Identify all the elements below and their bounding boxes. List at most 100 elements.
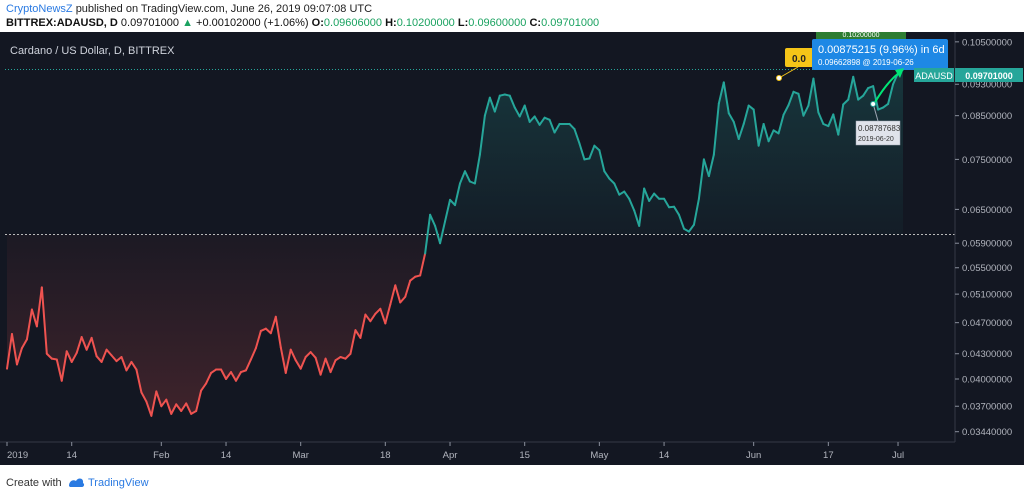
price-segment — [364, 313, 372, 323]
x-tick-label: Jul — [892, 450, 904, 461]
price-segment — [264, 327, 272, 335]
price-segment — [678, 213, 685, 230]
price-segment — [483, 96, 491, 117]
price-segment — [712, 102, 720, 156]
price-segment — [230, 371, 237, 382]
close-label: C: — [529, 17, 542, 29]
price-segment — [862, 87, 870, 97]
high-value: 0.10200000 — [396, 17, 455, 29]
price-segment — [782, 104, 790, 116]
price-segment — [797, 92, 805, 117]
price-segment — [90, 336, 98, 358]
measure-tool[interactable]: 0.10200000 0.0 0.00875215 (9.96%) in 6d … — [778, 32, 948, 146]
price-segment — [638, 187, 646, 227]
price-segment — [150, 390, 158, 417]
measure-sub-text: 0.09662898 @ 2019-06-26 — [818, 58, 914, 67]
price-segment — [309, 351, 317, 359]
x-tick-label: May — [590, 450, 608, 461]
price-segment — [374, 307, 382, 315]
high-label: H: — [385, 17, 397, 29]
start-label-value: 0.08787683 — [858, 124, 901, 133]
price-segment — [20, 338, 28, 350]
price-segment — [145, 400, 153, 417]
measure-arrow-head — [895, 67, 904, 78]
price-segment — [842, 98, 850, 106]
start-label-date: 2019-06-20 — [858, 136, 894, 143]
price-segment — [195, 389, 203, 412]
price-segment — [508, 94, 516, 109]
x-tick-label: Apr — [443, 450, 458, 461]
price-segment — [354, 329, 362, 339]
price-segment — [673, 205, 680, 216]
price-segment — [244, 358, 252, 372]
tradingview-brand[interactable]: TradingView — [88, 477, 149, 489]
y-tick-label: 0.03700000 — [962, 402, 1012, 413]
price-segment — [304, 351, 312, 359]
yellow-tag-box — [785, 48, 815, 67]
price-segment — [767, 129, 775, 143]
price-segment — [458, 170, 466, 185]
price-segment — [324, 357, 332, 374]
price-segment — [205, 371, 213, 385]
created-with-text: Create with — [6, 477, 62, 489]
y-tick-label: 0.09300000 — [962, 80, 1012, 91]
price-segment — [872, 85, 880, 111]
price-segment — [687, 223, 695, 233]
price-segment — [254, 329, 262, 350]
price-segment — [185, 402, 193, 415]
price-segment — [538, 116, 546, 126]
price-chart[interactable]: 0.10500000 0.09300000 0.08500000 0.07500000… — [0, 32, 1024, 465]
price-segment — [827, 113, 835, 128]
price-segment — [30, 308, 38, 328]
close-value: 0.09701000 — [541, 17, 600, 29]
price-segment — [648, 192, 656, 202]
symbol-tag: ADAUSD — [915, 71, 953, 81]
price-segment — [762, 122, 770, 143]
price-segment — [857, 94, 865, 101]
price-segment — [608, 177, 616, 185]
chart-panel[interactable]: 0.10500000 0.09300000 0.08500000 0.07500000… — [0, 32, 1024, 465]
price-segment — [613, 182, 621, 196]
price-segment — [110, 354, 118, 363]
price-segment — [175, 403, 183, 412]
price-segment — [55, 358, 63, 382]
y-tick-label: 0.04000000 — [962, 375, 1012, 386]
price-segment — [60, 350, 68, 382]
price-segment — [473, 153, 481, 185]
price-tag-box — [955, 68, 1023, 82]
price-segment — [80, 336, 88, 351]
open-value: 0.09606000 — [323, 17, 383, 29]
price-segment — [379, 307, 387, 325]
author-link[interactable]: CryptoNewsZ — [6, 3, 73, 15]
y-tick-label: 0.05500000 — [962, 263, 1012, 274]
start-point-marker — [870, 100, 877, 107]
price-segment — [837, 103, 845, 136]
price-segment — [454, 182, 461, 207]
price-segment — [817, 111, 825, 125]
price-segment — [394, 284, 402, 304]
price-segment — [130, 360, 138, 371]
price-segment — [752, 108, 760, 147]
price-segment — [523, 104, 531, 123]
price-segment — [832, 113, 840, 136]
y-tick-label: 0.08500000 — [962, 111, 1012, 122]
price-line — [6, 68, 904, 417]
x-tick-label: 14 — [659, 450, 670, 461]
price-segment — [702, 158, 710, 178]
price-segment — [692, 197, 700, 226]
price-segment — [399, 295, 407, 304]
symbol-label: BITTREX:ADAUSD, D — [6, 17, 118, 29]
price-segment — [6, 332, 13, 370]
y-tick-label: 0.04700000 — [962, 318, 1012, 329]
measure-arrow — [874, 72, 900, 103]
published-text: published on TradingView.com, June 26, 2… — [75, 3, 373, 15]
price-segment — [294, 359, 302, 370]
price-segment — [578, 142, 586, 161]
price-segment — [10, 332, 18, 366]
price-segment — [812, 77, 820, 114]
price-segment — [344, 352, 352, 360]
open-label: O: — [311, 17, 324, 29]
x-tick-label: Mar — [293, 450, 309, 461]
price-segment — [140, 391, 148, 403]
price-segment — [70, 351, 78, 363]
